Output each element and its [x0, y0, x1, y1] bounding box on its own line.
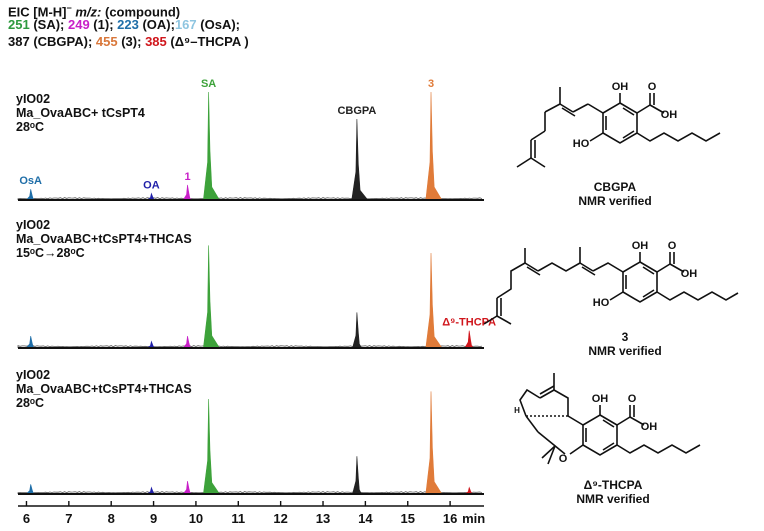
- legend-row-2: 387 (CBGPA); 455 (3); 385 (Δ⁹–THCPA ): [8, 34, 249, 50]
- legend-row2-compound-0: (CBGPA);: [29, 34, 96, 49]
- legend-row2-mz-0: 387: [8, 34, 30, 49]
- legend-row1-mz-2: 223: [117, 17, 139, 32]
- noise-floor-1: [17, 197, 483, 200]
- peak-1-2: [182, 184, 194, 201]
- legend-row1-mz-1: 249: [67, 17, 90, 32]
- caption-3-name: 3: [621, 330, 629, 344]
- trace-1-line3: 28ᵒC: [16, 120, 45, 134]
- x-tick-label-8: 14: [358, 511, 373, 526]
- thcpa-oh-label: OH: [592, 393, 609, 405]
- thcpa-cooh-o: O: [628, 393, 637, 405]
- peak-2-6: [464, 330, 476, 349]
- legend-row1-compound-2: (OA);: [138, 17, 175, 32]
- legend-row2-mz-2: 385: [145, 34, 167, 49]
- caption-thcpa: Δ⁹-THCPA NMR verified: [553, 478, 673, 506]
- trace-label-2: yIO02 Ma_OvaABC+tCsPT4+THCAS 15ᵒC→28ᵒC: [16, 218, 192, 260]
- legend-title-rest: (compound): [101, 4, 181, 20]
- x-tick-label-5: 11: [231, 511, 245, 526]
- x-tick-label-9: 15: [401, 511, 415, 526]
- x-tick-label-4: 10: [189, 511, 203, 526]
- x-tick-label-10: 16: [443, 511, 457, 526]
- noise-floor-2: [17, 345, 482, 348]
- peak-2-3: [203, 245, 221, 349]
- c3-ho-label: HO: [593, 297, 610, 309]
- legend-title-sup: −: [66, 3, 72, 13]
- trace-1-line2: Ma_OvaABC+ tCsPT4: [16, 106, 145, 120]
- peak-3-3: [203, 398, 221, 495]
- peak-3-4: [352, 456, 364, 495]
- trace-3-line3: 28ᵒC: [16, 396, 45, 410]
- chemical-structures: OH OH O HO OH OH O HO OH OH O O H: [483, 81, 739, 465]
- legend-row2-compound-1: (3);: [117, 34, 146, 49]
- peak-2-5: [425, 252, 443, 349]
- peak-1-5: [425, 91, 443, 201]
- caption-3: 3 NMR verified: [565, 330, 685, 358]
- caption-3-status: NMR verified: [588, 344, 662, 358]
- peak-label-1-2: 1: [184, 171, 190, 183]
- structure-cbgpa: [516, 87, 721, 168]
- c3-cooh-o: O: [668, 240, 677, 252]
- trace-label-1: yIO02 Ma_OvaABC+ tCsPT4 28ᵒC: [16, 92, 145, 134]
- cbgpa-cooh-o: O: [648, 81, 657, 93]
- c3-oh-label: OH: [632, 240, 649, 252]
- legend-row1-compound-3: (OsA);: [196, 17, 240, 32]
- x-tick-label-1: 7: [65, 511, 72, 526]
- trace-2-line2: Ma_OvaABC+tCsPT4+THCAS: [16, 232, 192, 246]
- legend-title-mz: m/z:: [71, 4, 102, 20]
- legend-row-1: 251 (SA); 249 (1); 223 (OA);167 (OsA);: [8, 17, 240, 33]
- x-tick-label-3: 9: [150, 511, 157, 526]
- caption-cbgpa-status: NMR verified: [578, 194, 652, 208]
- x-tick-label-6: 12: [273, 511, 287, 526]
- trace-3-line1: yIO02: [16, 368, 51, 382]
- cbgpa-cooh-oh: OH: [661, 109, 678, 121]
- legend-row2-mz-1: 455: [95, 34, 118, 49]
- x-tick-label-0: 6: [23, 511, 30, 526]
- x-axis-label: min: [462, 511, 485, 526]
- peak-1-4: [351, 118, 369, 201]
- thcpa-ring-o: O: [559, 453, 568, 465]
- peak-label-1-4: CBGPA: [337, 105, 376, 117]
- cbgpa-ho-label: HO: [573, 138, 590, 150]
- trace-1-line1: yIO02: [16, 92, 51, 106]
- trace-2-line1: yIO02: [16, 218, 51, 232]
- legend-title-text: EIC [M-H]: [8, 4, 67, 20]
- c3-cooh-oh: OH: [681, 268, 698, 280]
- peak-label-1-0: OsA: [19, 175, 42, 187]
- legend-row1-mz-3: 167: [174, 17, 197, 32]
- peak-label-1-1: OA: [143, 180, 160, 192]
- trace-label-3: yIO02 Ma_OvaABC+tCsPT4+THCAS 28ᵒC: [16, 368, 192, 410]
- caption-thcpa-name: Δ⁹-THCPA: [583, 478, 643, 492]
- peak-1-3: [203, 91, 221, 201]
- legend-row2-compound-2: (Δ⁹–THCPA ): [166, 34, 249, 49]
- peak-2-4: [352, 312, 364, 349]
- peak-label-2-6: Δ⁹-THCPA: [442, 317, 496, 329]
- legend-title: EIC [M-H]− m/z: (compound): [8, 0, 180, 20]
- structure-3: [483, 247, 739, 325]
- legend-row1-compound-0: (SA);: [29, 17, 68, 32]
- caption-cbgpa: CBGPA NMR verified: [555, 180, 675, 208]
- noise-floor-3: [17, 491, 482, 494]
- legend-row1-mz-0: 251: [8, 17, 30, 32]
- peak-label-1-5: 3: [428, 78, 434, 90]
- thcpa-cooh-oh: OH: [641, 421, 658, 433]
- structure-thcpa: [519, 373, 701, 465]
- peak-3-5: [425, 391, 443, 495]
- trace-2-line3: 15ᵒC→28ᵒC: [16, 246, 85, 260]
- caption-cbgpa-name: CBGPA: [593, 180, 637, 194]
- caption-thcpa-status: NMR verified: [576, 492, 650, 506]
- legend-row1-compound-1: (1);: [89, 17, 118, 32]
- peak-label-1-3: SA: [201, 78, 216, 90]
- x-tick-label-2: 8: [108, 511, 115, 526]
- x-tick-label-7: 13: [316, 511, 330, 526]
- cbgpa-oh-label: OH: [612, 81, 629, 93]
- thcpa-h-label: H: [514, 406, 520, 415]
- trace-3-line2: Ma_OvaABC+tCsPT4+THCAS: [16, 382, 192, 396]
